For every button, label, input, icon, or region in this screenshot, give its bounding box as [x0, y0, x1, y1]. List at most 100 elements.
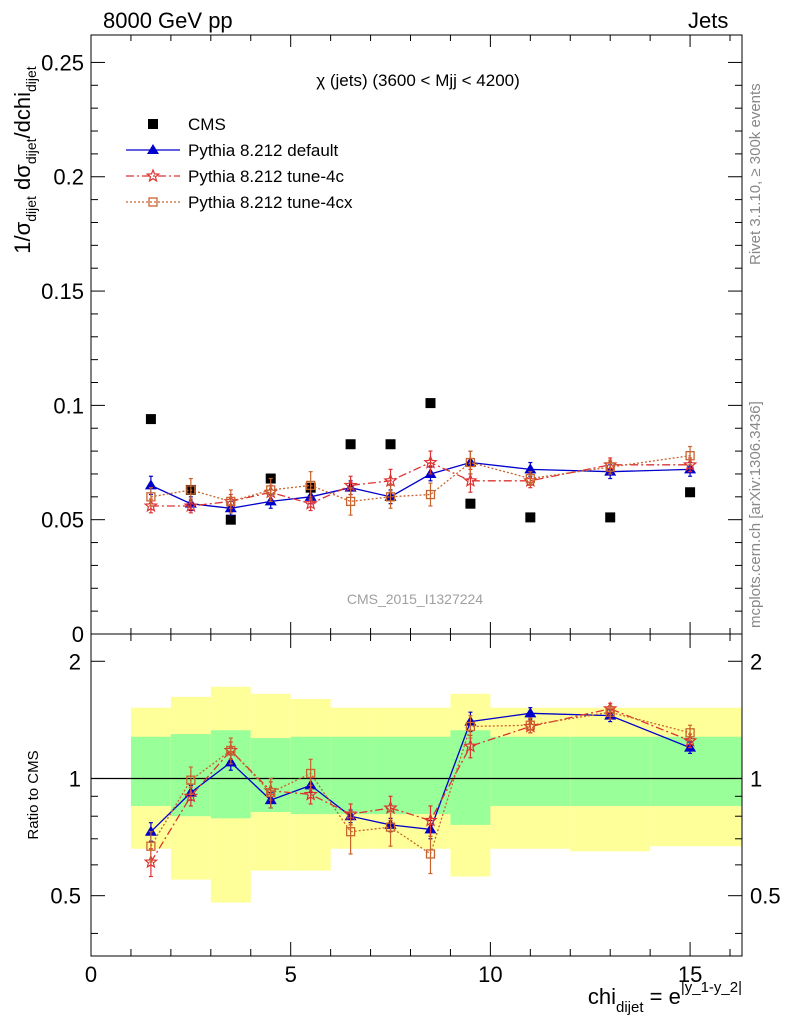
- data-point: [524, 707, 537, 718]
- data-point: [186, 775, 196, 785]
- y-tick-label: 0.2: [53, 165, 84, 190]
- main-y-axis-label: 1/σdijet dσdijet/dchidijet: [10, 66, 39, 254]
- y-tick-label: 0.25: [41, 50, 84, 75]
- svg-text:1/σdijet dσdijet/dchidijet: 1/σdijet dσdijet/dchidijet: [10, 66, 39, 254]
- series-pythia-8-212-tune-4cx: [146, 704, 695, 875]
- legend-marker: [145, 168, 161, 183]
- y-tick-label: 0: [72, 622, 84, 647]
- legend-marker: [148, 119, 158, 129]
- data-point: [465, 457, 476, 468]
- inner-band: [130, 736, 171, 806]
- data-point: [345, 439, 356, 450]
- data-point: [605, 707, 615, 717]
- y-tick-label-right: 1: [750, 766, 762, 791]
- legend: CMS Pythia 8.212 default Pythia 8.212 tune…: [126, 115, 353, 212]
- data-point: [423, 454, 438, 469]
- x-tick-label: 0: [85, 962, 97, 987]
- data-point: [226, 496, 236, 507]
- header-right: Jets: [688, 8, 729, 33]
- header-left: 8000 GeV pp: [103, 8, 233, 33]
- data-point: [146, 841, 156, 851]
- rivet-version-text: Rivet 3.1.10, ≥ 300k events: [747, 83, 764, 265]
- data-point: [425, 398, 436, 409]
- ratio-panel-frame: [90, 633, 743, 957]
- legend-item: CMS: [148, 115, 226, 134]
- legend-marker: [148, 197, 158, 207]
- watermark: CMS_2015_I1327224: [347, 591, 483, 607]
- ratio-y-axis-label: Ratio to CMS: [25, 750, 42, 839]
- y-tick-label: 0.1: [53, 393, 84, 418]
- data-point: [605, 512, 616, 523]
- y-tick-label: 0.15: [41, 279, 84, 304]
- series-line: [150, 712, 691, 833]
- data-point: [524, 463, 537, 474]
- data-point: [385, 822, 396, 832]
- y-tick-label: 2: [69, 649, 81, 674]
- data-point: [465, 498, 476, 509]
- data-point: [425, 849, 436, 859]
- data-point: [143, 854, 159, 869]
- data-point: [682, 733, 698, 747]
- series-line: [150, 461, 691, 507]
- data-point: [345, 496, 356, 507]
- data-point: [685, 728, 695, 738]
- data-point: [183, 788, 199, 803]
- legend-label: Pythia 8.212 tune-4c: [188, 167, 344, 186]
- inner-band: [330, 736, 371, 815]
- legend-label: CMS: [188, 115, 226, 134]
- main-panel-title: χ (jets) (3600 < Mjj < 4200): [316, 71, 520, 90]
- data-point: [145, 414, 156, 425]
- inner-band: [490, 736, 571, 806]
- data-point: [306, 768, 316, 779]
- data-point: [385, 439, 396, 450]
- main-panel: χ (jets) (3600 < Mjj < 4200) CMS_2015_I1…: [10, 34, 743, 647]
- data-point: [303, 786, 318, 801]
- data-point: [266, 485, 276, 495]
- data-point: [605, 462, 615, 472]
- data-point: [225, 514, 236, 525]
- legend-item: Pythia 8.212 tune-4c: [126, 167, 344, 186]
- data-point: [183, 498, 199, 513]
- data-point: [345, 827, 356, 837]
- legend-label: Pythia 8.212 tune-4cx: [188, 193, 353, 212]
- inner-band: [570, 736, 651, 806]
- y-tick-label: 0.5: [50, 884, 81, 909]
- data-point: [143, 498, 159, 513]
- data-point: [525, 512, 536, 523]
- data-point: [144, 479, 157, 490]
- ratio-panel: 0 5 10 15 0.5 0.5 1 1 2 2 Ratio to CMS chidijet =…: [25, 633, 781, 1016]
- x-axis-label: chidijet = e|y_1-y_2|: [588, 979, 742, 1016]
- data-point: [685, 487, 696, 498]
- series-line: [150, 455, 691, 503]
- inner-band: [410, 736, 451, 815]
- x-tick-label: 15: [678, 962, 702, 987]
- x-tick-label: 10: [478, 962, 502, 987]
- series-pythia-8-212-tune-4c: [143, 450, 698, 514]
- legend-item: Pythia 8.212 default: [126, 141, 339, 160]
- inner-band: [650, 736, 742, 806]
- legend-item: Pythia 8.212 tune-4cx: [126, 193, 353, 212]
- y-tick-label: 1: [69, 766, 81, 791]
- data-point: [685, 451, 695, 461]
- data-point: [425, 489, 436, 500]
- data-point: [525, 720, 535, 730]
- data-point: [463, 738, 478, 753]
- data-point: [385, 492, 396, 502]
- series-pythia-8-212-tune-4cx: [146, 445, 695, 516]
- y-tick-label-right: 0.5: [750, 884, 781, 909]
- legend-label: Pythia 8.212 default: [188, 141, 339, 160]
- y-tick-label-right: 2: [750, 649, 762, 674]
- legend-marker: [147, 144, 159, 154]
- y-tick-label: 0.05: [41, 508, 84, 533]
- data-point: [266, 787, 276, 798]
- data-point: [226, 745, 236, 756]
- data-point: [465, 721, 476, 732]
- uncertainty-bands: [130, 686, 742, 903]
- series-line: [150, 708, 691, 863]
- data-point: [463, 473, 478, 488]
- data-point: [525, 473, 535, 484]
- data-point: [383, 473, 398, 488]
- x-tick-label: 5: [285, 962, 297, 987]
- mcplots-source-text: mcplots.cern.ch [arXiv:1306.3436]: [747, 401, 764, 628]
